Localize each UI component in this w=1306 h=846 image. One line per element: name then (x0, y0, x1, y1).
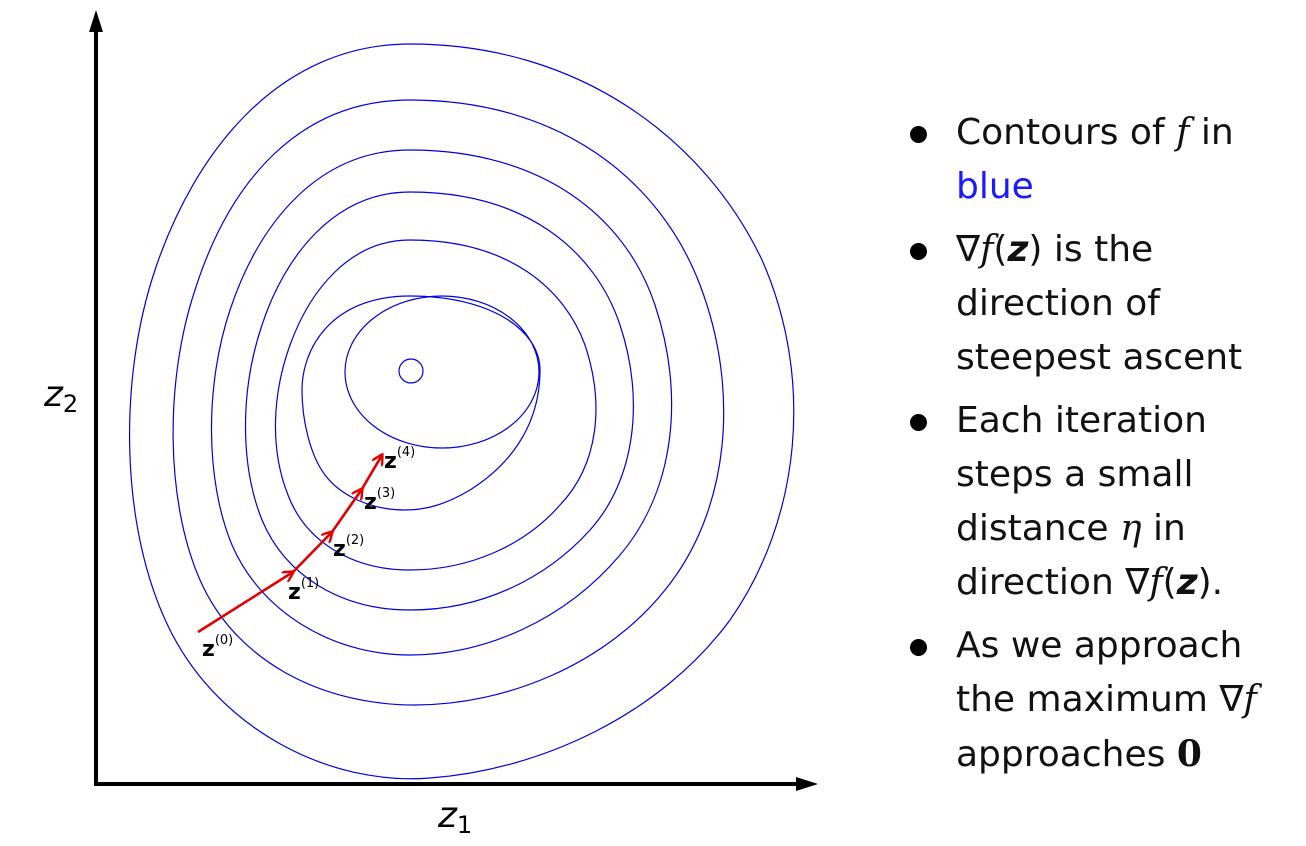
x-axis-label: z1 (437, 795, 472, 839)
gradient-ascent-diagram: z1 z2 z(0) z(1) z(2) z(3) z(4) (43, 10, 818, 839)
symbol-z: z (1176, 562, 1198, 603)
point-label-z3: z(3) (364, 486, 395, 515)
contour-lines (128, 43, 795, 780)
symbol-eta: η (1120, 508, 1142, 549)
bullet-text: As we approach the maximum (956, 625, 1243, 720)
nabla-symbol: ∇ (1125, 562, 1150, 603)
explanation-list: Contours of f in blue ∇f(z) is the direct… (908, 106, 1303, 791)
contour-2 (172, 99, 725, 706)
x-axis-arrowhead (796, 777, 818, 791)
step-arrow-3 (330, 489, 362, 533)
contour-6 (301, 295, 541, 511)
nabla-symbol: ∇ (1219, 679, 1244, 720)
bullet-dot (910, 639, 927, 656)
paren: ( (1162, 562, 1177, 603)
blue-word: blue (956, 166, 1034, 207)
contour-3 (210, 149, 673, 656)
contour-4 (244, 191, 634, 611)
step-arrow-2 (292, 532, 332, 573)
paren: ) (1028, 229, 1043, 270)
symbol-z: z (1007, 229, 1029, 270)
bullet-dot (910, 243, 927, 260)
bullet-text: in direction (956, 508, 1186, 603)
symbol-f: f (980, 229, 994, 270)
bullet-text: in (1189, 112, 1234, 153)
bullet-text: Contours of (956, 112, 1177, 153)
contour-5 (274, 239, 597, 571)
y-axis-label: z2 (43, 374, 78, 418)
point-label-z2: z(2) (333, 533, 364, 562)
bullet-text: Each iteration steps a small distance (956, 400, 1207, 549)
bullet-gradient: ∇f(z) is the direction of steepest ascen… (908, 223, 1303, 385)
bullet-dot (910, 414, 927, 431)
bullet-text: approaches (956, 734, 1177, 775)
ascent-steps (197, 455, 382, 634)
point-label-z0: z(0) (202, 633, 233, 662)
bullet-contours: Contours of f in blue (908, 106, 1303, 214)
paren: ). (1197, 562, 1224, 603)
symbol-f: f (1149, 562, 1163, 603)
bullet-dot (910, 126, 927, 143)
bold-zero: 0 (1176, 733, 1202, 775)
step-arrow-1 (197, 572, 293, 634)
step-arrow-4 (360, 455, 382, 490)
contour-1 (128, 43, 795, 780)
symbol-f: f (1176, 112, 1190, 153)
bullet-maximum: As we approach the maximum ∇f approaches… (908, 619, 1303, 782)
axes (94, 22, 806, 786)
contour-7b (344, 295, 540, 449)
nabla-symbol: ∇ (956, 229, 981, 270)
paren: ( (993, 229, 1008, 270)
point-label-z4: z(4) (384, 445, 415, 474)
contour-center (398, 358, 424, 384)
point-label-z1: z(1) (288, 576, 319, 605)
bullet-iteration: Each iteration steps a small distance η … (908, 394, 1303, 610)
symbol-f: f (1243, 679, 1257, 720)
bullet-text: is the direction of steepest ascent (956, 229, 1243, 378)
y-axis-arrowhead (89, 10, 103, 32)
